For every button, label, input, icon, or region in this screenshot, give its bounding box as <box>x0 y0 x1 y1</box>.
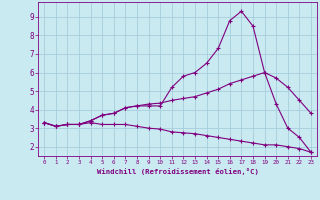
X-axis label: Windchill (Refroidissement éolien,°C): Windchill (Refroidissement éolien,°C) <box>97 168 259 175</box>
